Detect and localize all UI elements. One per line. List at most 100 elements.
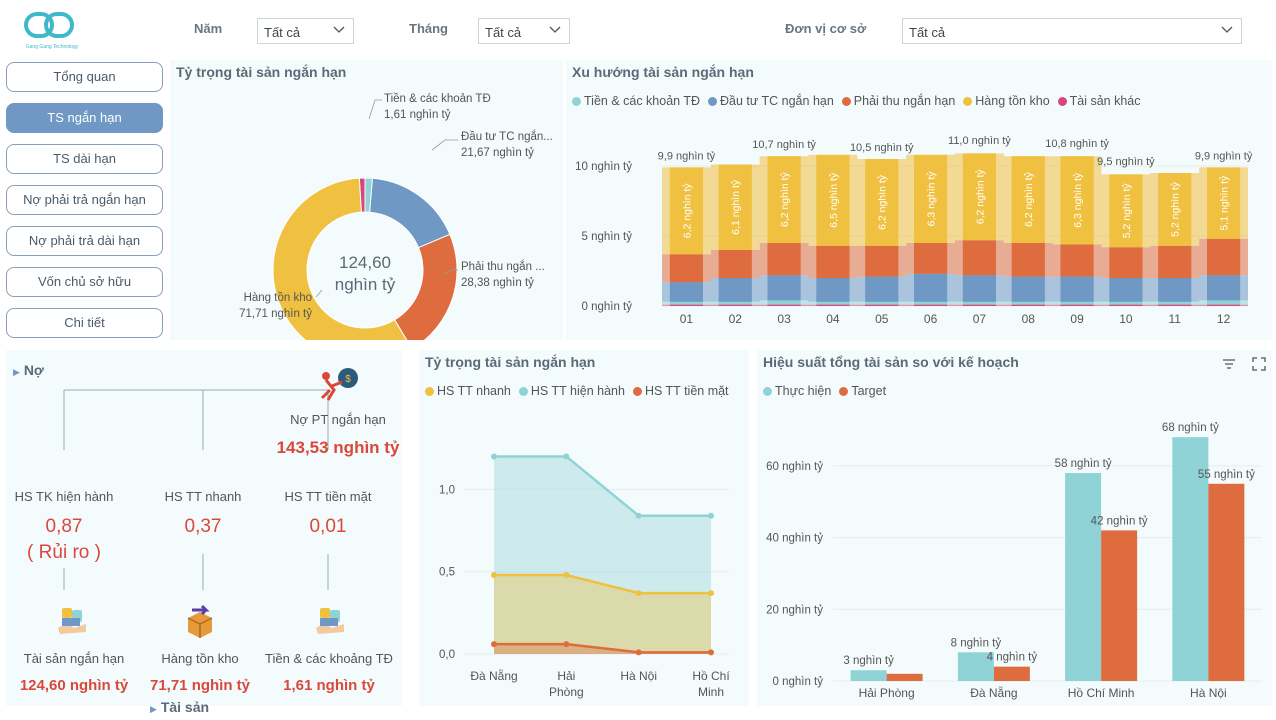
trend-column-segment[interactable] xyxy=(767,275,801,301)
ratio-point[interactable] xyxy=(708,649,714,656)
trend-column-segment[interactable] xyxy=(1109,304,1143,306)
donut-slice[interactable] xyxy=(369,177,451,249)
trend-column-segment[interactable] xyxy=(913,273,948,302)
trend-column-segment[interactable] xyxy=(1109,301,1143,305)
legend-item[interactable]: Tài sản khác xyxy=(1057,94,1141,108)
trend-column-segment[interactable] xyxy=(1060,244,1094,277)
trend-column-segment[interactable] xyxy=(962,153,997,241)
trend-column-segment[interactable] xyxy=(816,154,850,246)
ratio-point[interactable] xyxy=(491,641,497,648)
trend-column-segment[interactable] xyxy=(865,245,899,277)
trend-column-segment[interactable] xyxy=(718,278,752,302)
nav-button-5[interactable]: Vốn chủ sở hữu xyxy=(6,267,163,297)
trend-column-segment[interactable] xyxy=(767,156,801,243)
legend-item[interactable]: Target xyxy=(839,384,886,398)
trend-column-segment[interactable] xyxy=(718,301,752,305)
legend-item[interactable]: HS TT hiện hành xyxy=(518,384,625,398)
trend-column-segment[interactable] xyxy=(1011,276,1045,302)
trend-column-segment[interactable] xyxy=(1011,156,1045,243)
trend-column-segment[interactable] xyxy=(669,167,704,255)
ratio-point[interactable] xyxy=(491,453,497,460)
bar[interactable] xyxy=(1172,437,1209,681)
trend-column-segment[interactable] xyxy=(865,159,899,246)
trend-column-segment[interactable] xyxy=(718,164,752,250)
bar[interactable] xyxy=(1101,530,1138,681)
legend-item[interactable]: Đầu tư TC ngắn hạn xyxy=(708,94,834,108)
bar[interactable] xyxy=(993,666,1030,681)
trend-column-segment[interactable] xyxy=(1011,301,1045,305)
nav-button-6[interactable]: Chi tiết xyxy=(6,308,163,338)
trend-column-segment[interactable] xyxy=(962,275,997,302)
bar[interactable] xyxy=(1208,483,1245,681)
ratio-point[interactable] xyxy=(635,512,642,519)
ratio-line[interactable] xyxy=(494,642,711,654)
bar[interactable] xyxy=(886,673,923,681)
trend-column-segment[interactable] xyxy=(913,301,948,305)
legend-item[interactable]: Hàng tồn kho xyxy=(963,94,1050,108)
trend-column-segment[interactable] xyxy=(1060,304,1094,306)
trend-column-segment[interactable] xyxy=(669,301,704,305)
trend-column-segment[interactable] xyxy=(767,243,801,276)
trend-column-segment[interactable] xyxy=(913,243,948,274)
trend-column-segment[interactable] xyxy=(1011,243,1045,277)
trend-column-segment[interactable] xyxy=(913,154,948,243)
trend-column-segment[interactable] xyxy=(1206,167,1241,239)
trend-column-segment[interactable] xyxy=(1060,156,1094,245)
trend-column-segment[interactable] xyxy=(669,254,704,283)
trend-column-segment[interactable] xyxy=(1206,304,1241,306)
filter-month-select[interactable]: Tất cả xyxy=(478,18,570,44)
ratio-point[interactable] xyxy=(563,571,570,578)
trend-column-segment[interactable] xyxy=(1206,238,1241,276)
trend-column-segment[interactable] xyxy=(767,300,801,305)
ratio-point[interactable] xyxy=(563,641,570,648)
focus-mode-icon[interactable] xyxy=(1252,357,1266,371)
trend-column-segment[interactable] xyxy=(816,304,850,306)
legend-item[interactable]: HS TT nhanh xyxy=(425,384,511,398)
ratio-point[interactable] xyxy=(635,590,642,597)
trend-column-segment[interactable] xyxy=(1060,276,1094,302)
ratio-point[interactable] xyxy=(635,649,642,656)
tree-header-ts[interactable]: ▶ Tài sản xyxy=(150,699,209,715)
tree-header-no[interactable]: ▶ Nợ xyxy=(13,362,44,378)
trend-column-segment[interactable] xyxy=(1158,278,1192,302)
trend-column-segment[interactable] xyxy=(816,301,850,305)
trend-column-segment[interactable] xyxy=(962,304,997,306)
legend-item[interactable]: HS TT tiền mặt xyxy=(632,384,729,398)
ratio-line[interactable] xyxy=(494,573,711,595)
trend-column-segment[interactable] xyxy=(816,278,850,302)
trend-column-segment[interactable] xyxy=(718,250,752,278)
nav-button-3[interactable]: Nợ phải trả ngắn hạn xyxy=(6,185,163,215)
trend-column-segment[interactable] xyxy=(1109,174,1143,248)
donut-slice[interactable] xyxy=(393,233,458,340)
nav-button-1[interactable]: TS ngắn hạn xyxy=(6,103,163,133)
nav-button-2[interactable]: TS dài hạn xyxy=(6,144,163,174)
ratio-point[interactable] xyxy=(708,512,714,519)
ratio-point[interactable] xyxy=(491,571,497,578)
trend-column-segment[interactable] xyxy=(865,276,899,302)
trend-column-segment[interactable] xyxy=(962,301,997,305)
filter-icon[interactable] xyxy=(1222,358,1236,370)
trend-column-segment[interactable] xyxy=(1011,304,1045,306)
legend-item[interactable]: Phải thu ngắn hạn xyxy=(841,94,955,108)
trend-column-segment[interactable] xyxy=(1109,247,1143,278)
trend-column-segment[interactable] xyxy=(1158,173,1192,246)
trend-column-segment[interactable] xyxy=(1158,245,1192,278)
trend-column-segment[interactable] xyxy=(865,304,899,306)
trend-column-segment[interactable] xyxy=(767,304,801,306)
donut-slice[interactable] xyxy=(272,177,412,340)
trend-column-segment[interactable] xyxy=(1060,301,1094,305)
ratio-point[interactable] xyxy=(563,453,570,460)
ratio-line[interactable] xyxy=(494,455,711,517)
trend-column-segment[interactable] xyxy=(1158,301,1192,305)
trend-column-segment[interactable] xyxy=(1206,300,1241,305)
bar[interactable] xyxy=(957,652,994,681)
bar[interactable] xyxy=(1065,473,1102,681)
ratio-point[interactable] xyxy=(708,590,714,597)
nav-button-0[interactable]: Tổng quan xyxy=(6,62,163,92)
bar[interactable] xyxy=(850,670,887,681)
trend-column-segment[interactable] xyxy=(865,301,899,305)
trend-column-segment[interactable] xyxy=(962,240,997,276)
legend-item[interactable]: Thực hiện xyxy=(763,384,831,398)
filter-unit-select[interactable]: Tất cả xyxy=(902,18,1242,44)
trend-column-segment[interactable] xyxy=(913,304,948,306)
